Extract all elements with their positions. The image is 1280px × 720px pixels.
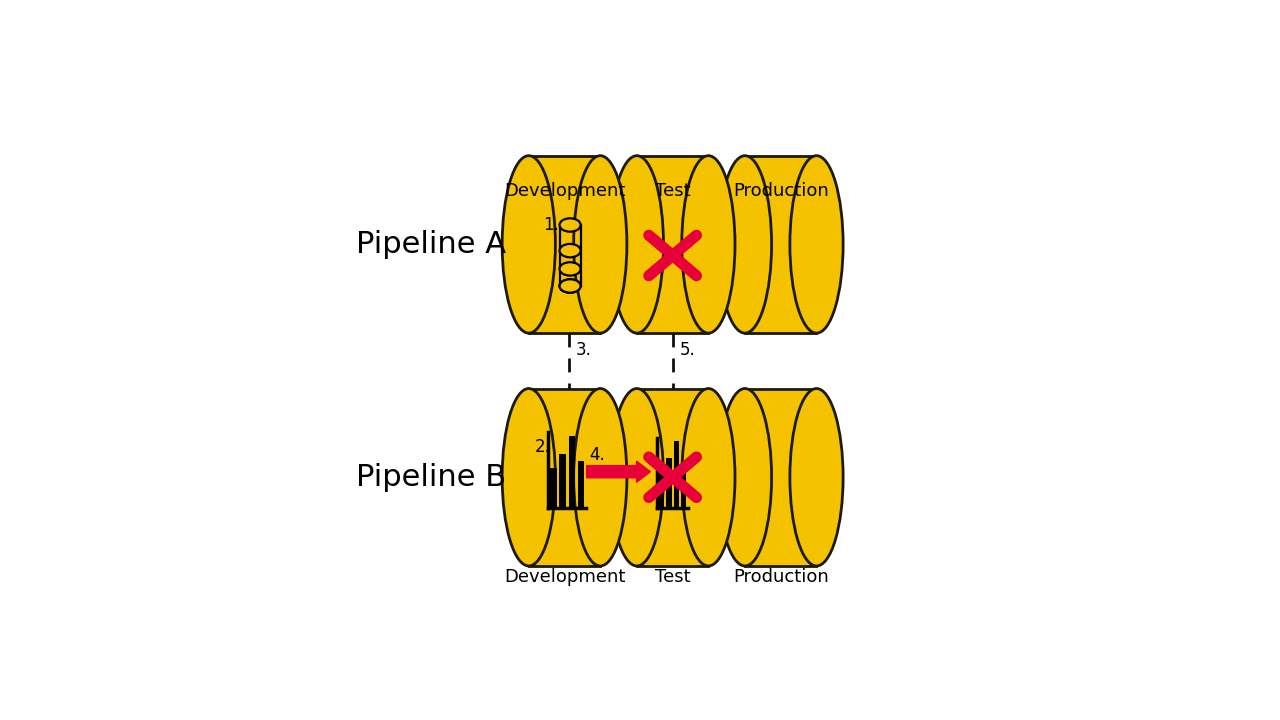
Text: 5.: 5. (680, 341, 695, 359)
Ellipse shape (502, 156, 556, 333)
Bar (577, 461, 585, 508)
Ellipse shape (573, 389, 627, 566)
Bar (673, 441, 678, 508)
Text: Pipeline A: Pipeline A (356, 230, 507, 259)
Ellipse shape (559, 262, 581, 276)
Ellipse shape (573, 156, 627, 333)
Text: Test: Test (655, 182, 690, 200)
Text: 2.: 2. (535, 438, 550, 456)
Ellipse shape (559, 279, 581, 293)
Ellipse shape (611, 156, 663, 333)
Ellipse shape (559, 244, 581, 257)
Ellipse shape (790, 156, 844, 333)
Ellipse shape (559, 279, 581, 293)
Bar (637, 389, 708, 566)
Ellipse shape (502, 389, 556, 566)
Ellipse shape (718, 389, 772, 566)
Text: Production: Production (733, 567, 828, 585)
Ellipse shape (718, 156, 772, 333)
Text: Test: Test (655, 567, 690, 585)
Bar (666, 458, 672, 508)
Ellipse shape (611, 389, 663, 566)
FancyArrow shape (586, 462, 650, 482)
Bar (745, 389, 817, 566)
Ellipse shape (682, 156, 735, 333)
Text: 1.: 1. (543, 216, 558, 234)
Bar (659, 471, 664, 508)
Bar (529, 389, 600, 566)
Ellipse shape (790, 389, 844, 566)
Text: Development: Development (504, 567, 625, 585)
Bar (550, 468, 557, 508)
Bar (529, 156, 600, 333)
Text: 4.: 4. (590, 446, 605, 464)
Bar (681, 464, 686, 508)
Bar (568, 436, 575, 508)
Text: Development: Development (504, 182, 625, 200)
Ellipse shape (682, 389, 735, 566)
Bar (637, 156, 708, 333)
Bar (559, 454, 566, 508)
Bar (745, 156, 817, 333)
Text: Production: Production (733, 182, 828, 200)
Ellipse shape (559, 218, 581, 232)
Text: 3.: 3. (576, 341, 591, 359)
Text: Pipeline B: Pipeline B (356, 463, 507, 492)
